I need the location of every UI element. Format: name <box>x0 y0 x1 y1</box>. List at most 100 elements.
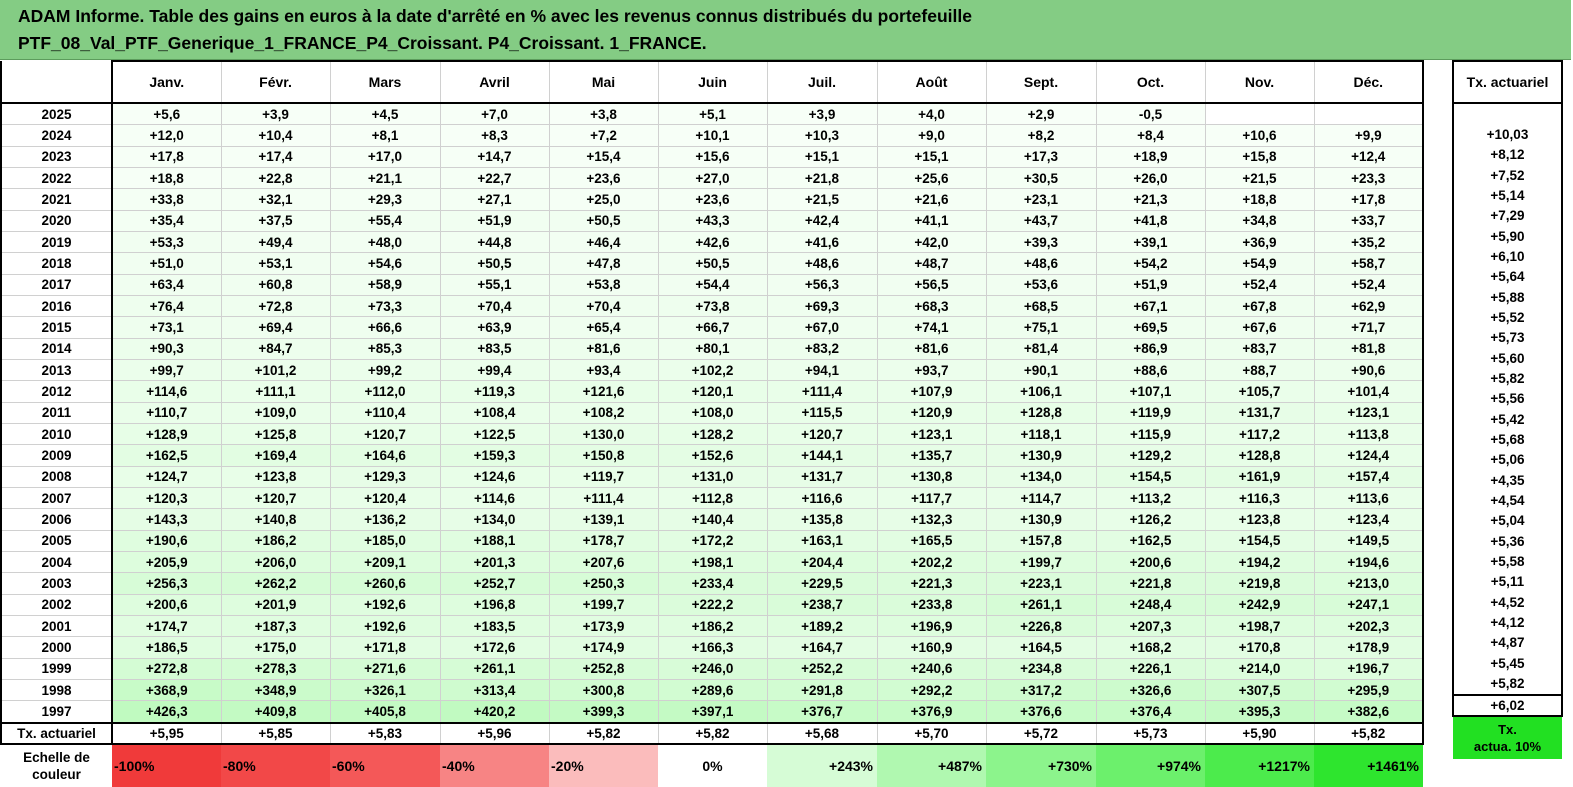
value-cell: +120,3 <box>111 486 222 510</box>
value-cell: +21,3 <box>1095 188 1206 211</box>
value-cell: +120,7 <box>220 486 331 510</box>
actuarial-rate-cell: +7,29 <box>1452 205 1563 226</box>
actuarial-rate-cell: +5,36 <box>1452 530 1563 552</box>
value-cell: +42,4 <box>766 209 878 232</box>
value-cell: +289,6 <box>657 678 768 702</box>
year-cell: 2012 <box>0 380 113 403</box>
value-cell: +256,3 <box>111 572 222 595</box>
value-cell: +41,8 <box>1095 209 1206 232</box>
side-row: +5,73 <box>1452 327 1563 348</box>
value-cell: +21,5 <box>766 188 878 211</box>
value-cell: +130,0 <box>548 422 659 446</box>
value-cell: +261,1 <box>439 657 550 680</box>
value-cell: +30,5 <box>985 166 1097 190</box>
value-cell: +326,1 <box>329 678 441 702</box>
side-row: +6,10 <box>1452 246 1563 267</box>
value-cell: +196,9 <box>876 614 987 638</box>
year-cell: 2013 <box>0 358 113 382</box>
value-cell: +221,3 <box>876 572 987 595</box>
value-cell: +271,6 <box>329 657 441 680</box>
value-cell: +165,5 <box>876 529 987 552</box>
value-cell: +131,0 <box>657 465 768 488</box>
value-cell: +187,3 <box>220 614 331 638</box>
header-corner <box>0 61 113 104</box>
value-cell: +420,2 <box>439 700 550 724</box>
value-cell: +60,8 <box>220 273 331 296</box>
value-cell: +109,0 <box>220 401 331 424</box>
table-row: 2006 +143,3 +140,8 +136,2 +134,0 +139,1 +140,4… <box>0 508 1424 531</box>
table-row: 2015 +73,1 +69,4 +66,6 +63,9 +65,4 +66,7 +67,0 +… <box>0 316 1424 339</box>
actuarial-rate-cell: +5,42 <box>1452 408 1563 430</box>
value-cell: +229,5 <box>766 572 878 595</box>
value-cell: +73,3 <box>329 294 441 318</box>
value-cell: +214,0 <box>1204 657 1315 680</box>
value-cell: +262,2 <box>220 572 331 595</box>
value-cell: +18,9 <box>1095 145 1206 168</box>
table-row: 1999 +272,8 +278,3 +271,6 +261,1 +252,8 +246,0… <box>0 657 1424 680</box>
value-cell: +126,2 <box>1095 508 1206 531</box>
value-cell: +63,9 <box>439 316 550 339</box>
value-cell: +7,2 <box>548 124 659 147</box>
value-cell: +164,5 <box>985 636 1097 659</box>
value-cell: +196,8 <box>439 593 550 616</box>
side-row: +5,36 <box>1452 530 1563 552</box>
actuarial-rate-cell: +4,87 <box>1452 632 1563 653</box>
value-cell: +120,7 <box>766 422 878 446</box>
value-cell: +18,8 <box>111 166 222 190</box>
value-cell: +15,8 <box>1204 145 1315 168</box>
value-cell: +58,9 <box>329 273 441 296</box>
value-cell: +3,9 <box>766 102 878 126</box>
table-row: 2012 +114,6 +111,1 +112,0 +119,3 +121,6 +120,1… <box>0 380 1424 403</box>
value-cell: +17,8 <box>111 145 222 168</box>
value-cell: +117,7 <box>876 486 987 510</box>
header-row: Janv. Févr. Mars Avril Mai Juin Juil. Août Sept.… <box>0 60 1424 104</box>
table-row: 2001 +174,7 +187,3 +192,6 +183,5 +173,9 +186,2… <box>0 614 1424 638</box>
value-cell: +72,8 <box>220 294 331 318</box>
color-scale-swatch: 0% <box>658 743 767 787</box>
value-cell: +5,1 <box>657 102 768 126</box>
month-header: Août <box>876 60 987 104</box>
side-row: +4,87 <box>1452 632 1563 653</box>
month-header: Janv. <box>111 60 222 104</box>
value-cell: +162,5 <box>111 444 222 467</box>
value-cell: +50,5 <box>439 252 550 275</box>
actuarial-rate-cell: +5,06 <box>1452 449 1563 470</box>
value-cell: +115,9 <box>1095 422 1206 446</box>
value-cell: +106,1 <box>985 380 1097 403</box>
value-cell: +14,7 <box>439 145 550 168</box>
actuarial-rate-cell: +4,35 <box>1452 469 1563 491</box>
value-cell: +71,7 <box>1313 316 1424 339</box>
year-cell: 2020 <box>0 209 113 232</box>
value-cell: +222,2 <box>657 593 768 616</box>
value-cell: +94,1 <box>766 358 878 382</box>
month-header: Déc. <box>1313 60 1424 104</box>
value-cell: +291,8 <box>766 678 878 702</box>
value-cell: +170,8 <box>1204 636 1315 659</box>
actuarial-rate-value: +5,82 <box>548 721 659 745</box>
value-cell: +131,7 <box>766 465 878 488</box>
value-cell: +122,5 <box>439 422 550 446</box>
value-cell: +129,3 <box>329 465 441 488</box>
value-cell: +88,7 <box>1204 358 1315 382</box>
value-cell: +108,0 <box>657 401 768 424</box>
value-cell: +74,1 <box>876 316 987 339</box>
value-cell: +135,8 <box>766 508 878 531</box>
value-cell: +368,9 <box>111 678 222 702</box>
value-cell: +161,9 <box>1204 465 1315 488</box>
value-cell: +70,4 <box>439 294 550 318</box>
table-row: 2019 +53,3 +49,4 +48,0 +44,8 +46,4 +42,6 +41,6 +… <box>0 230 1424 254</box>
value-cell: +81,6 <box>876 337 987 360</box>
table-row: 2010 +128,9 +125,8 +120,7 +122,5 +130,0 +128,2… <box>0 422 1424 446</box>
color-scale-label: Echelle de couleur <box>1 744 112 787</box>
value-cell: +56,5 <box>876 273 987 296</box>
side-scale-row: Tx. actua. 10% <box>1453 715 1562 759</box>
year-cell: 2006 <box>0 508 113 531</box>
year-cell: 2015 <box>0 316 113 339</box>
value-cell: +196,7 <box>1313 657 1424 680</box>
value-cell: +68,5 <box>985 294 1097 318</box>
side-row: +5,90 <box>1452 225 1563 247</box>
year-cell: 1999 <box>0 657 113 680</box>
value-cell: +144,1 <box>766 444 878 467</box>
value-cell: +33,7 <box>1313 209 1424 232</box>
value-cell: +154,5 <box>1095 465 1206 488</box>
